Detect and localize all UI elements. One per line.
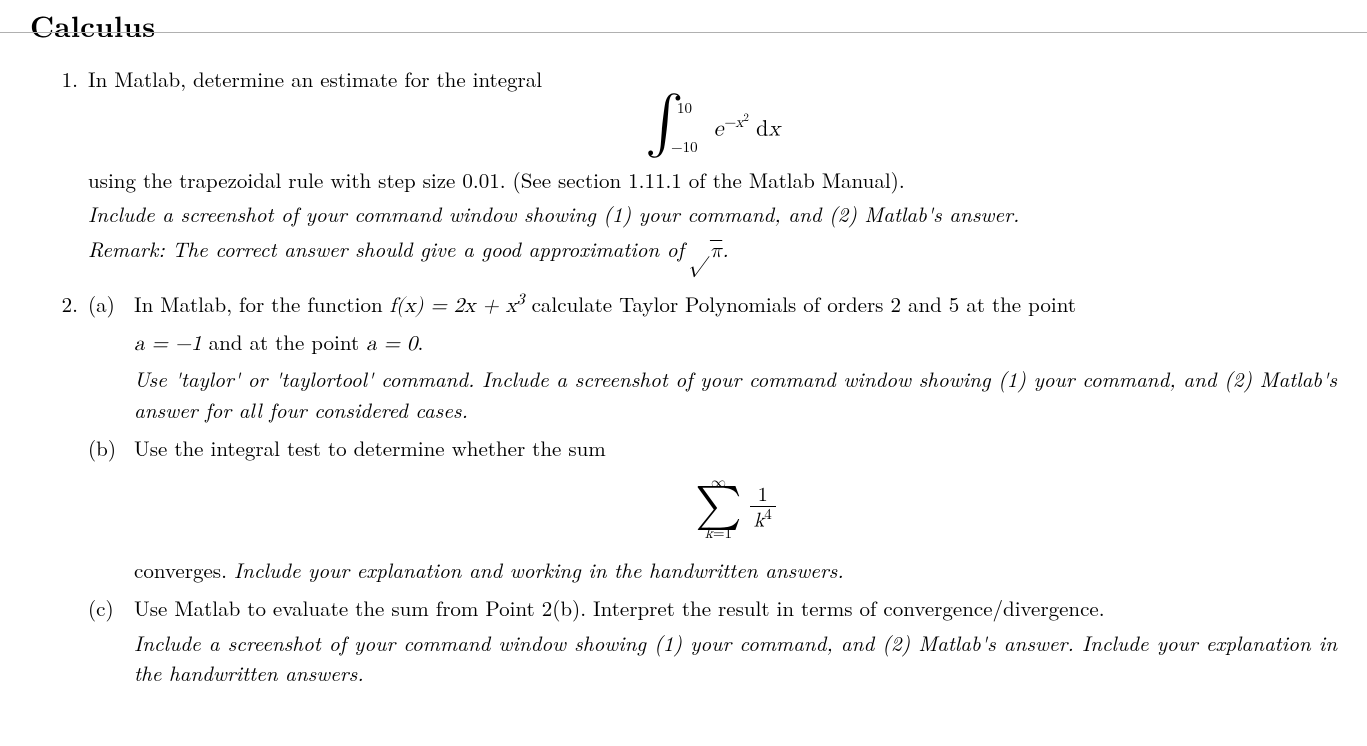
q2a-instruction: Use 'taylor' or 'taylortool' command. In… [134,364,1337,425]
problem-body: (a) In Matlab, for the function f(x) = 2… [88,289,1337,696]
problem-number: 2. [30,289,88,696]
dx: dx [756,118,780,140]
q1-line3: Include a screenshot of your command win… [88,199,1337,229]
subpart-body: Use Matlab to evaluate the sum from Poin… [134,593,1337,692]
q2a-line2: a = −1 and at the point a = 0. [134,327,1337,360]
subpart-b: (b) Use the integral test to determine w… [88,433,1337,589]
problem-body: In Matlab, determine an estimate for the… [88,64,1337,271]
q2a-line1: In Matlab, for the function f(x) = 2x + … [134,289,1337,322]
sigma-glyph: ∑ [695,488,741,525]
q2b-line2: converges. Include your explanation and … [134,555,1337,585]
sigma-operator: ∞ ∑ k=1 [695,475,741,540]
sum-expr: ∞ ∑ k=1 1 k4 [695,475,776,540]
frac-num: 1 [754,485,772,506]
integral-lower: −10 [671,137,698,159]
section-divider [0,32,1367,33]
integrand-e: e [714,118,724,140]
frac-den: k4 [750,506,776,532]
problem-number: 1. [30,64,88,271]
subpart-body: Use the integral test to determine wheth… [134,433,1337,589]
sqrt-pi: √π [691,241,722,262]
subpart-a: (a) In Matlab, for the function f(x) = 2… [88,289,1337,429]
subpart-label: (c) [88,593,134,692]
q2b-line1: Use the integral test to determine wheth… [134,433,1337,463]
integrand-exp: −x2 [723,115,749,130]
integral-upper: 10 [677,98,692,120]
subpart-list: (a) In Matlab, for the function f(x) = 2… [88,289,1337,692]
page-root: Calculus 1. In Matlab, determine an esti… [0,0,1367,746]
subpart-label: (b) [88,433,134,589]
q2c-instruction: Include a screenshot of your command win… [134,628,1337,689]
q2b-sum-display: ∞ ∑ k=1 1 k4 [134,475,1337,540]
problem-2: 2. (a) In Matlab, for the function f(x) … [30,289,1337,696]
sum-term-fraction: 1 k4 [750,485,776,532]
q2c-line1: Use Matlab to evaluate the sum from Poin… [134,593,1337,623]
q1-integral-display: ∫ 10 −10 e−x2 dx [88,106,1337,150]
fx-expr: f(x) = 2x + x3 [390,296,525,317]
subpart-label: (a) [88,289,134,429]
q1-line4: Remark: The correct answer should give a… [88,234,1337,267]
problem-list: 1. In Matlab, determine an estimate for … [30,64,1337,697]
q1-intro: In Matlab, determine an estimate for the… [88,64,1337,94]
q1-line2: using the trapezoidal rule with step siz… [88,165,1337,195]
sum-lower: k=1 [705,526,732,541]
integral-expr: ∫ 10 −10 e−x2 dx [645,106,780,150]
integral-sign: ∫ 10 −10 [645,106,684,150]
subpart-c: (c) Use Matlab to evaluate the sum from … [88,593,1337,692]
section-title: Calculus [30,4,1337,46]
problem-1: 1. In Matlab, determine an estimate for … [30,64,1337,271]
integrand: e−x2 dx [714,111,780,146]
subpart-body: In Matlab, for the function f(x) = 2x + … [134,289,1337,429]
